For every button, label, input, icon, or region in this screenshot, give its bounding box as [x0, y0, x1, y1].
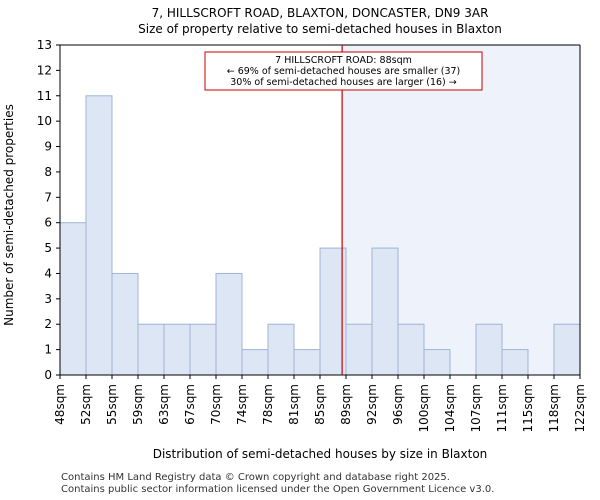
y-tick-label: 11 [37, 89, 52, 103]
x-tick-label: 111sqm [495, 384, 509, 432]
y-tick-label: 8 [44, 165, 52, 179]
histogram-bar [241, 349, 269, 376]
y-tick-label: 4 [44, 266, 52, 280]
histogram-bar [553, 323, 581, 376]
x-tick-label: 115sqm [521, 384, 535, 432]
histogram-bar [423, 349, 451, 376]
chart-title-line1: 7, HILLSCROFT ROAD, BLAXTON, DONCASTER, … [152, 6, 489, 20]
x-tick-label: 89sqm [339, 384, 353, 425]
y-tick-label: 9 [44, 140, 52, 154]
y-tick-label: 7 [44, 190, 52, 204]
annotation-text: ← 69% of semi-detached houses are smalle… [227, 66, 461, 77]
y-tick-label: 1 [44, 343, 52, 357]
histogram-bar [475, 323, 503, 376]
x-axis-label: Distribution of semi-detached houses by … [153, 447, 488, 461]
x-tick-label: 107sqm [469, 384, 483, 432]
y-tick-label: 5 [44, 241, 52, 255]
histogram-bar [345, 323, 373, 376]
histogram-bar [397, 323, 425, 376]
histogram-bar [111, 272, 139, 376]
histogram-bar [293, 349, 321, 376]
x-tick-label: 96sqm [391, 384, 405, 425]
histogram-bar [85, 95, 113, 376]
histogram-bar [59, 222, 87, 376]
footer-copyright: Contains HM Land Registry data © Crown c… [61, 472, 450, 483]
annotation-box [204, 51, 483, 91]
x-tick-label: 70sqm [209, 384, 223, 425]
x-tick-label: 78sqm [261, 384, 275, 425]
histogram-bar [267, 323, 295, 376]
chart-title-line2: Size of property relative to semi-detach… [138, 22, 502, 36]
annotation-text: 7 HILLSCROFT ROAD: 88sqm [275, 55, 412, 66]
y-tick-label: 2 [44, 317, 52, 331]
y-tick-label: 13 [37, 38, 52, 52]
x-tick-label: 67sqm [183, 384, 197, 425]
x-tick-label: 104sqm [443, 384, 457, 432]
x-tick-label: 55sqm [105, 384, 119, 425]
y-tick-label: 6 [44, 216, 52, 230]
x-tick-label: 63sqm [157, 384, 171, 425]
x-tick-label: 122sqm [573, 384, 587, 432]
annotation-text: 30% of semi-detached houses are larger (… [230, 77, 457, 88]
x-tick-label: 100sqm [417, 384, 431, 432]
footer-licence: Contains public sector information licen… [61, 484, 495, 495]
x-tick-label: 81sqm [287, 384, 301, 425]
histogram-bar [215, 272, 243, 376]
x-tick-label: 74sqm [235, 384, 249, 425]
y-tick-label: 12 [37, 63, 52, 77]
x-tick-label: 59sqm [131, 384, 145, 425]
y-axis-label: Number of semi-detached properties [2, 104, 16, 326]
histogram-chart: 7, HILLSCROFT ROAD, BLAXTON, DONCASTER, … [2, 6, 587, 461]
histogram-bar [189, 323, 217, 376]
y-tick-label: 10 [37, 114, 52, 128]
x-tick-label: 92sqm [365, 384, 379, 425]
x-tick-label: 85sqm [313, 384, 327, 425]
x-tick-label: 48sqm [53, 384, 67, 425]
x-tick-label: 52sqm [79, 384, 93, 425]
x-tick-label: 118sqm [547, 384, 561, 432]
y-tick-label: 0 [44, 368, 52, 382]
y-tick-label: 3 [44, 292, 52, 306]
histogram-bar [163, 323, 191, 376]
histogram-bar [137, 323, 165, 376]
histogram-bar [371, 247, 399, 376]
histogram-bar [501, 349, 529, 376]
